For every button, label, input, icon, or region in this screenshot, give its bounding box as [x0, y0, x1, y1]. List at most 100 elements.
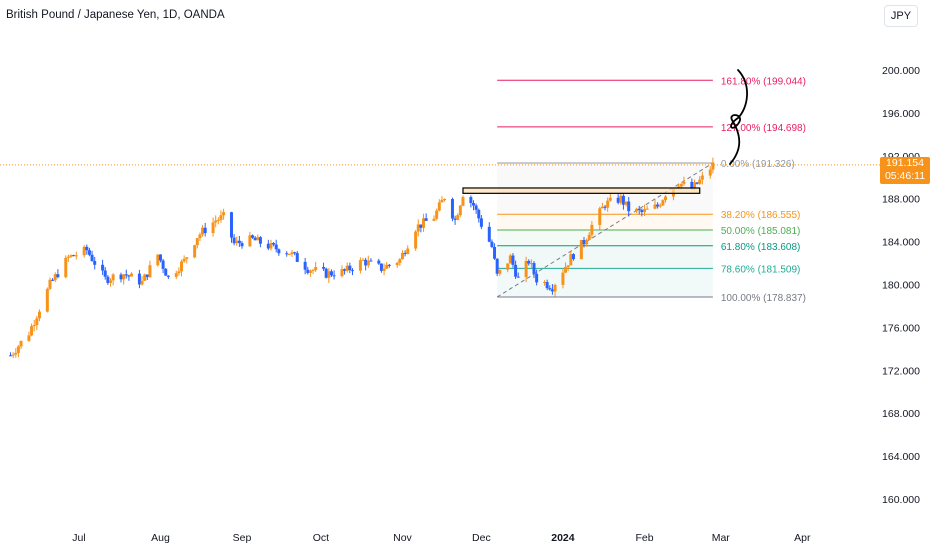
candle-body [340, 269, 344, 277]
candle-body [440, 199, 444, 203]
candle [290, 249, 294, 257]
candle-body [532, 263, 536, 274]
candle [56, 269, 60, 279]
candle-body [145, 274, 149, 278]
candle-body [87, 250, 91, 255]
candle [82, 245, 86, 258]
candle-body [156, 254, 160, 266]
candle [69, 254, 73, 258]
candle [53, 272, 57, 283]
candle [387, 264, 391, 268]
candle-body [130, 273, 134, 277]
candle [140, 276, 144, 286]
time-axis[interactable]: Jul Aug Sep Oct Nov Dec 2024 Feb Mar Apr [72, 532, 811, 544]
candle-body [127, 275, 131, 277]
candle-body [479, 218, 483, 227]
candle-body [9, 355, 13, 357]
candle [332, 270, 336, 280]
candle [698, 176, 702, 185]
candle-body [469, 197, 473, 204]
candle [606, 197, 610, 212]
candle-body [185, 257, 189, 259]
candle [406, 245, 410, 255]
candle-body [524, 260, 528, 278]
candle-body [561, 272, 565, 285]
candle-body [472, 203, 476, 206]
candle-body [327, 271, 331, 278]
price-axis[interactable]: 160.000 164.000 168.000 172.000 176.000 180.0… [882, 65, 920, 506]
candle-body [214, 220, 218, 223]
candle [258, 236, 262, 248]
candle [174, 270, 178, 280]
fib-zone-fill [497, 245, 713, 269]
candle [435, 208, 439, 221]
candle [11, 352, 15, 359]
candle [35, 315, 39, 331]
candle [314, 261, 318, 273]
candle-body [85, 246, 89, 251]
candle [340, 265, 344, 278]
candle-body [603, 206, 607, 208]
candle [253, 236, 257, 241]
candle-body [621, 195, 625, 205]
candle-body [161, 260, 165, 269]
candle-body [174, 273, 178, 277]
candle [322, 262, 326, 271]
candle-body [516, 276, 520, 278]
candle-body [66, 256, 70, 258]
candle [461, 195, 465, 207]
x-tick-label: Sep [233, 532, 252, 544]
candle-body [424, 218, 428, 221]
candle-body [379, 263, 383, 271]
candle-body [569, 254, 573, 266]
candle-body [529, 263, 533, 265]
candle-body [443, 199, 447, 201]
candle [111, 273, 115, 286]
currency-button[interactable]: JPY [884, 5, 918, 27]
candle-body [232, 237, 236, 244]
candle-body [416, 224, 420, 232]
candle [382, 263, 386, 276]
candle [590, 221, 594, 239]
candle [108, 278, 112, 287]
candle [432, 215, 436, 222]
candle [93, 256, 97, 270]
candle-body [45, 288, 49, 312]
candle-body [664, 196, 668, 201]
candle-body [82, 246, 86, 256]
candle [345, 262, 349, 273]
candle [308, 269, 312, 277]
candle-body [164, 268, 168, 276]
candle-body [343, 269, 347, 271]
candle [661, 199, 665, 207]
candle-body [272, 243, 276, 245]
candle [571, 253, 575, 261]
candle [600, 202, 604, 209]
candle [137, 269, 141, 289]
candle [506, 263, 510, 273]
candle [348, 262, 352, 274]
candle-body [458, 205, 462, 216]
candle-body [453, 218, 457, 220]
candle-body [364, 259, 368, 266]
candle-body [600, 206, 604, 209]
candle [214, 215, 218, 228]
candle-body [406, 248, 410, 254]
candle [495, 258, 499, 277]
candle [479, 215, 483, 230]
candle-body [216, 219, 220, 221]
candle-body [585, 239, 589, 245]
candle-body [358, 260, 362, 271]
candle-body [640, 210, 644, 213]
candle [324, 267, 328, 279]
candle [64, 255, 68, 279]
candle-body [269, 243, 273, 249]
candle [621, 194, 625, 210]
user-drawings[interactable] [462, 69, 748, 194]
candle [550, 284, 554, 295]
candle [274, 239, 278, 253]
candle-body [637, 208, 641, 211]
candle [477, 208, 481, 223]
candle-body [177, 271, 181, 274]
